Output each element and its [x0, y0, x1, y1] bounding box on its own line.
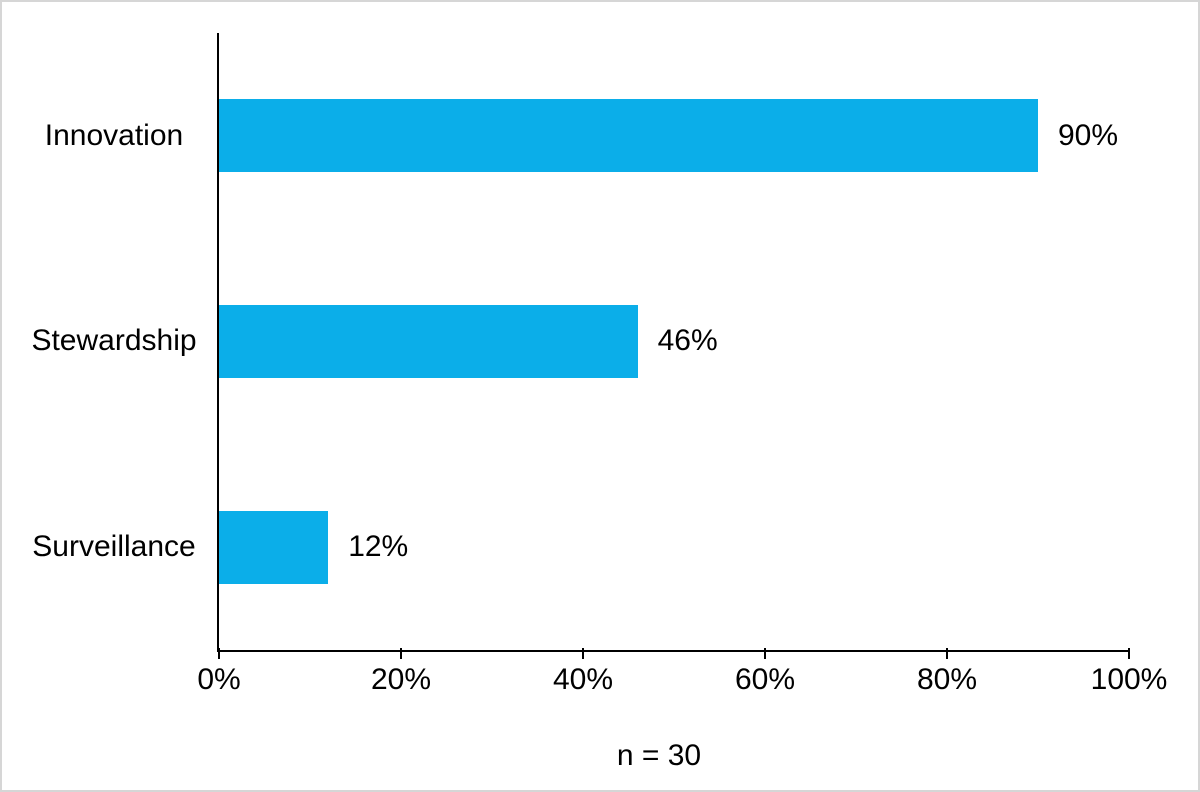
- bar-value-label: 12%: [348, 530, 409, 564]
- bar-stewardship: [219, 304, 638, 378]
- category-axis-labels: Innovation Stewardship Surveillance: [14, 33, 214, 650]
- x-axis-tick: [400, 648, 402, 659]
- category-slot: Stewardship: [14, 239, 214, 445]
- category-slot: Innovation: [14, 33, 214, 239]
- bar-row: 12%: [219, 444, 1129, 650]
- x-axis-tick-label: 0%: [197, 663, 241, 696]
- x-axis-tick: [218, 648, 220, 659]
- category-slot: Surveillance: [14, 444, 214, 650]
- bar-surveillance: [219, 510, 329, 584]
- x-axis-tick-label: 100%: [1090, 663, 1168, 696]
- category-label-innovation: Innovation: [44, 118, 184, 152]
- plot-area: 90% 46% 12% 0% 20% 40% 60% 80% 100%: [197, 33, 1167, 696]
- bar-innovation: [219, 99, 1038, 173]
- x-axis-tick-label: 20%: [370, 663, 432, 696]
- sample-size-caption: n = 30: [616, 739, 702, 772]
- bar-value-label: 90%: [1058, 118, 1119, 152]
- x-axis-tick: [1128, 648, 1130, 659]
- x-axis-tick: [946, 648, 948, 659]
- x-axis-tick-label: 80%: [916, 663, 978, 696]
- x-axis-tick: [764, 648, 766, 659]
- x-axis-tick-label: 40%: [552, 663, 614, 696]
- bar-row: 46%: [219, 239, 1129, 445]
- x-axis-tick: [582, 648, 584, 659]
- bar-row: 90%: [219, 33, 1129, 239]
- x-axis-tick-label: 60%: [734, 663, 796, 696]
- category-label-surveillance: Surveillance: [32, 530, 196, 564]
- bar-value-label: 46%: [657, 324, 718, 358]
- category-label-stewardship: Stewardship: [31, 324, 197, 358]
